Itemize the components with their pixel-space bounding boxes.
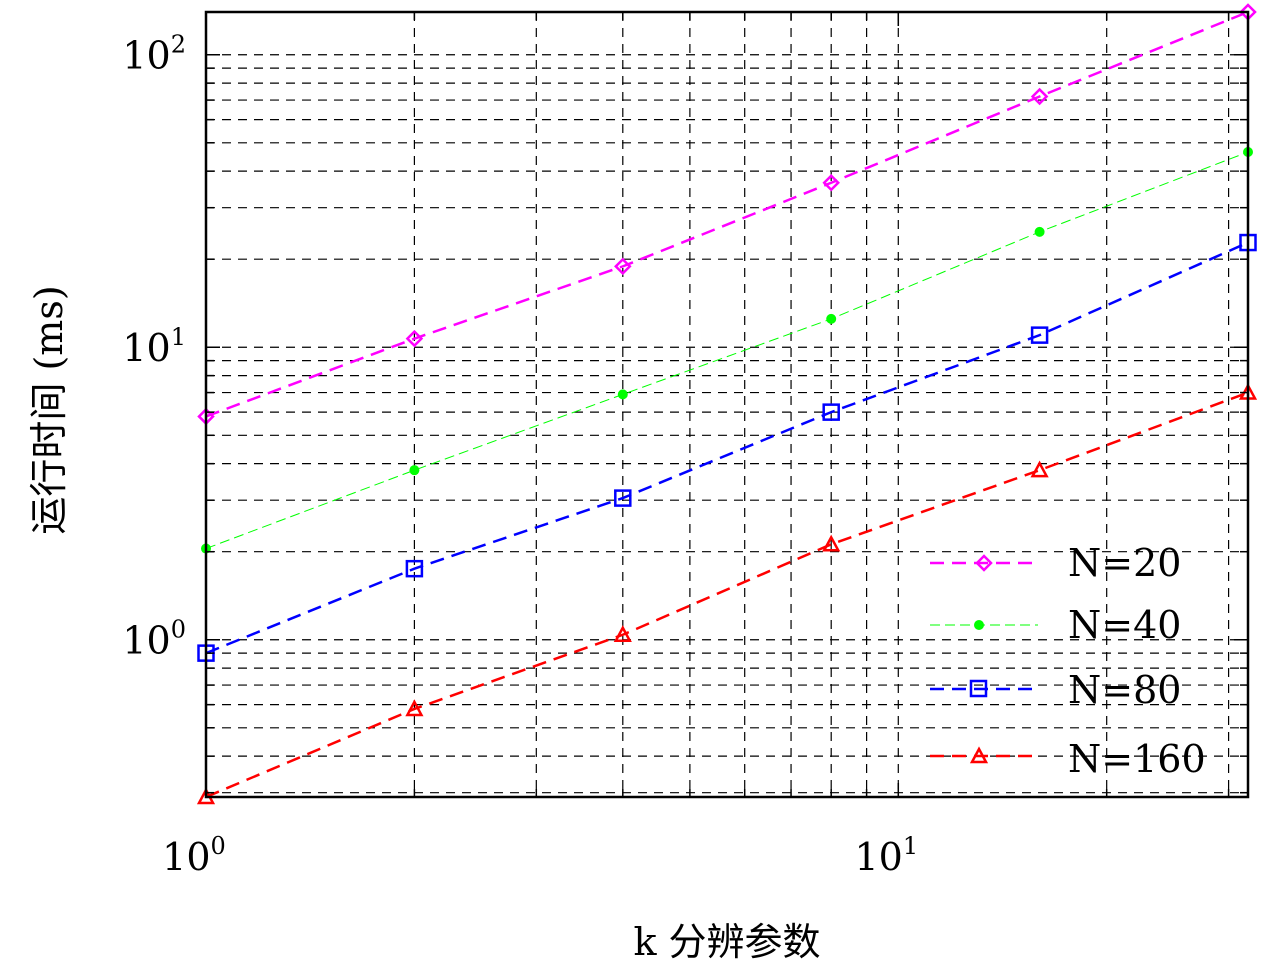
data-point-triangle bbox=[405, 699, 424, 717]
legend-entry: N=80 bbox=[930, 668, 1181, 712]
data-point-square bbox=[1030, 326, 1049, 344]
y-tick-label: 102 bbox=[122, 31, 186, 78]
plot-frame bbox=[204, 10, 1250, 799]
legend-marker-diamond bbox=[975, 554, 993, 572]
legend-entry: N=20 bbox=[930, 541, 1181, 585]
x-axis-label: k 分辨参数 bbox=[633, 920, 820, 964]
data-point-square bbox=[822, 403, 840, 421]
legend-label: N=20 bbox=[1068, 541, 1181, 585]
series-line bbox=[205, 391, 1249, 799]
series-layer bbox=[196, 3, 1258, 805]
data-point-triangle bbox=[1030, 460, 1049, 478]
legend-marker-dot bbox=[974, 620, 984, 630]
legend-marker-triangle bbox=[969, 746, 989, 764]
data-point-dot bbox=[617, 389, 628, 400]
data-point-diamond bbox=[614, 257, 632, 276]
legend-label: N=80 bbox=[1068, 668, 1181, 712]
tick-marks bbox=[205, 12, 1248, 797]
y-axis-label: 运行时间 (ms) bbox=[27, 285, 71, 534]
data-point-diamond bbox=[405, 329, 424, 348]
data-point-triangle bbox=[613, 625, 632, 643]
data-point-diamond bbox=[822, 174, 840, 192]
data-point-triangle bbox=[822, 534, 841, 552]
legend-entry: N=160 bbox=[930, 737, 1206, 781]
series-line bbox=[205, 10, 1249, 418]
y-tick-label: 101 bbox=[122, 323, 186, 370]
series-line bbox=[205, 151, 1249, 550]
grid bbox=[206, 12, 1248, 797]
x-tick-label: 100 bbox=[162, 832, 226, 879]
series-line bbox=[205, 241, 1249, 655]
data-point-square bbox=[405, 559, 424, 578]
tick-labels: 100 101 100 101 102 bbox=[122, 31, 918, 879]
legend-label: N=160 bbox=[1068, 737, 1206, 781]
x-tick-label: 101 bbox=[854, 832, 918, 879]
legend-marker-square bbox=[969, 679, 988, 698]
data-point-dot bbox=[826, 313, 837, 324]
legend-label: N=40 bbox=[1068, 603, 1181, 647]
legend-entry: N=40 bbox=[930, 603, 1181, 647]
legend: N=20 N=40 N=80 N=160 bbox=[930, 541, 1206, 781]
data-point-square bbox=[614, 489, 632, 507]
y-tick-label: 100 bbox=[122, 616, 186, 663]
data-point-dot bbox=[409, 465, 420, 476]
data-point-dot bbox=[1034, 226, 1045, 237]
data-point-diamond bbox=[1030, 87, 1049, 106]
